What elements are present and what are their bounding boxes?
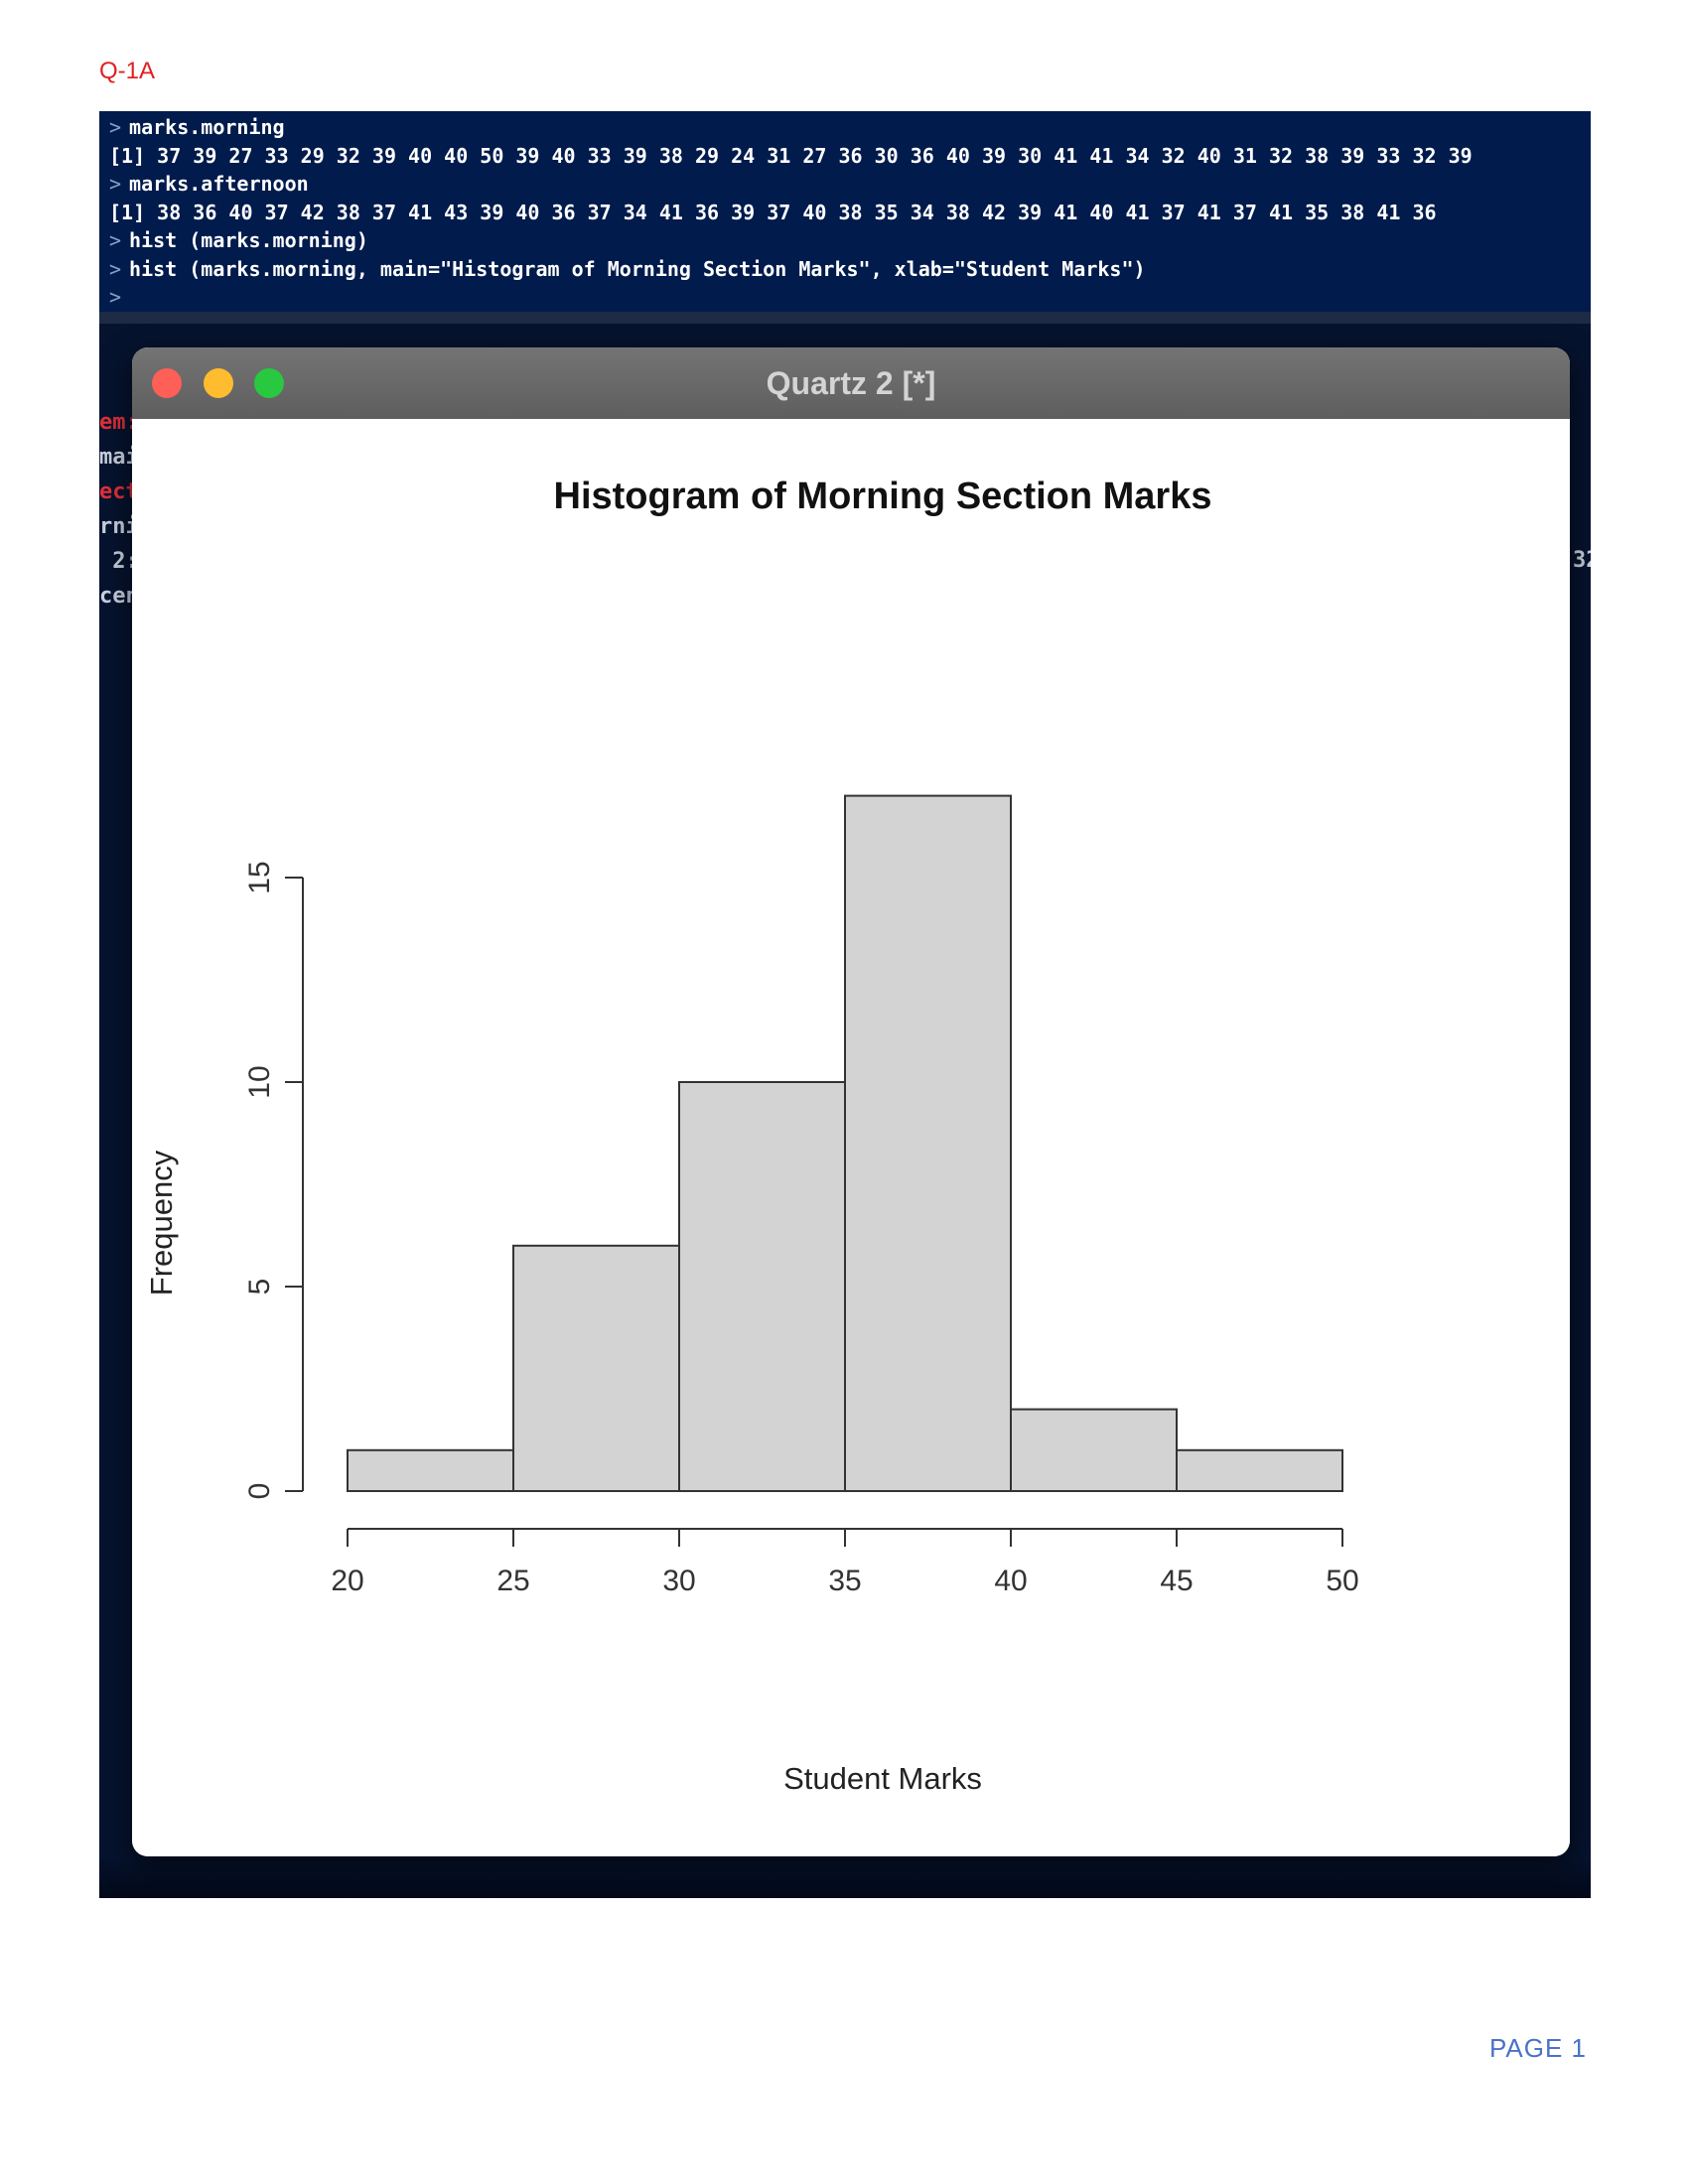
x-tick-label: 35 bbox=[828, 1565, 861, 1597]
x-tick-label: 40 bbox=[994, 1565, 1027, 1597]
x-tick-label: 25 bbox=[496, 1565, 529, 1597]
y-tick-label: 10 bbox=[243, 1065, 276, 1098]
console-prompt: > bbox=[109, 172, 122, 196]
console-prompt: > bbox=[109, 256, 122, 281]
histogram-bar bbox=[1176, 1448, 1343, 1493]
histogram-chart: Histogram of Morning Section Marks Stude… bbox=[144, 476, 1359, 1796]
y-axis-label: Frequency bbox=[144, 1150, 179, 1296]
zoom-window-button[interactable] bbox=[254, 368, 284, 398]
x-tick-label: 50 bbox=[1326, 1565, 1358, 1597]
console-input-line: > hist (marks.morning) bbox=[99, 226, 1591, 255]
console-input-line: > marks.morning bbox=[99, 113, 1591, 142]
y-tick-label: 0 bbox=[243, 1483, 276, 1500]
console-line-text: marks.morning bbox=[129, 115, 285, 139]
console-input-line: > hist (marks.morning, main="Histogram of… bbox=[99, 255, 1591, 284]
histogram-bar bbox=[678, 1081, 846, 1492]
console-line-text: [1] 37 39 27 33 29 32 39 40 40 50 39 40 … bbox=[109, 143, 1473, 168]
window-title: Quartz 2 [*] bbox=[766, 365, 936, 401]
r-console-screenshot: > marks.morning [1] 37 39 27 33 29 32 39 4… bbox=[99, 111, 1591, 1898]
plot-area: Histogram of Morning Section Marks Stude… bbox=[132, 419, 1570, 1856]
console-prompt: > bbox=[109, 285, 122, 309]
close-window-button[interactable] bbox=[152, 368, 182, 398]
background-console-fragment-right: 32 bbox=[1573, 548, 1591, 573]
histogram-bar bbox=[347, 1448, 514, 1493]
chart-title: Histogram of Morning Section Marks bbox=[554, 476, 1212, 517]
console-line-text: hist (marks.morning) bbox=[129, 228, 368, 252]
y-tick-label: 5 bbox=[243, 1279, 276, 1296]
console-prompt: > bbox=[109, 228, 122, 252]
background-shadow bbox=[99, 1858, 1591, 1898]
console-output-line: [1] 38 36 40 37 42 38 37 41 43 39 40 36 … bbox=[99, 199, 1591, 227]
console-output-line: [1] 37 39 27 33 29 32 39 40 40 50 39 40 … bbox=[99, 142, 1591, 171]
x-tick-label: 20 bbox=[331, 1565, 363, 1597]
x-tick-label: 30 bbox=[662, 1565, 695, 1597]
minimize-window-button[interactable] bbox=[204, 368, 233, 398]
r-console[interactable]: > marks.morning [1] 37 39 27 33 29 32 39 4… bbox=[99, 111, 1591, 318]
y-tick-label: 15 bbox=[243, 861, 276, 893]
question-label: Q-1A bbox=[99, 58, 156, 84]
x-tick-label: 45 bbox=[1160, 1565, 1193, 1597]
histogram-bar bbox=[512, 1244, 680, 1492]
console-prompt: > bbox=[109, 115, 122, 139]
histogram-bar bbox=[1010, 1408, 1178, 1492]
quartz-plot-window: Quartz 2 [*] Histogram of Morning Sectio… bbox=[132, 347, 1570, 1856]
console-line-text: hist (marks.morning, main="Histogram of … bbox=[129, 256, 1146, 281]
x-axis-label: Student Marks bbox=[783, 1761, 982, 1796]
console-input-line: > marks.afternoon bbox=[99, 170, 1591, 199]
console-line-text: [1] 38 36 40 37 42 38 37 41 43 39 40 36 … bbox=[109, 200, 1437, 224]
page-number: PAGE 1 bbox=[1489, 2033, 1588, 2063]
console-input-line: > bbox=[99, 283, 1591, 312]
histogram-bar bbox=[844, 794, 1012, 1493]
window-titlebar[interactable]: Quartz 2 [*] bbox=[132, 347, 1570, 420]
console-divider bbox=[99, 312, 1591, 324]
console-line-text: marks.afternoon bbox=[129, 172, 309, 196]
